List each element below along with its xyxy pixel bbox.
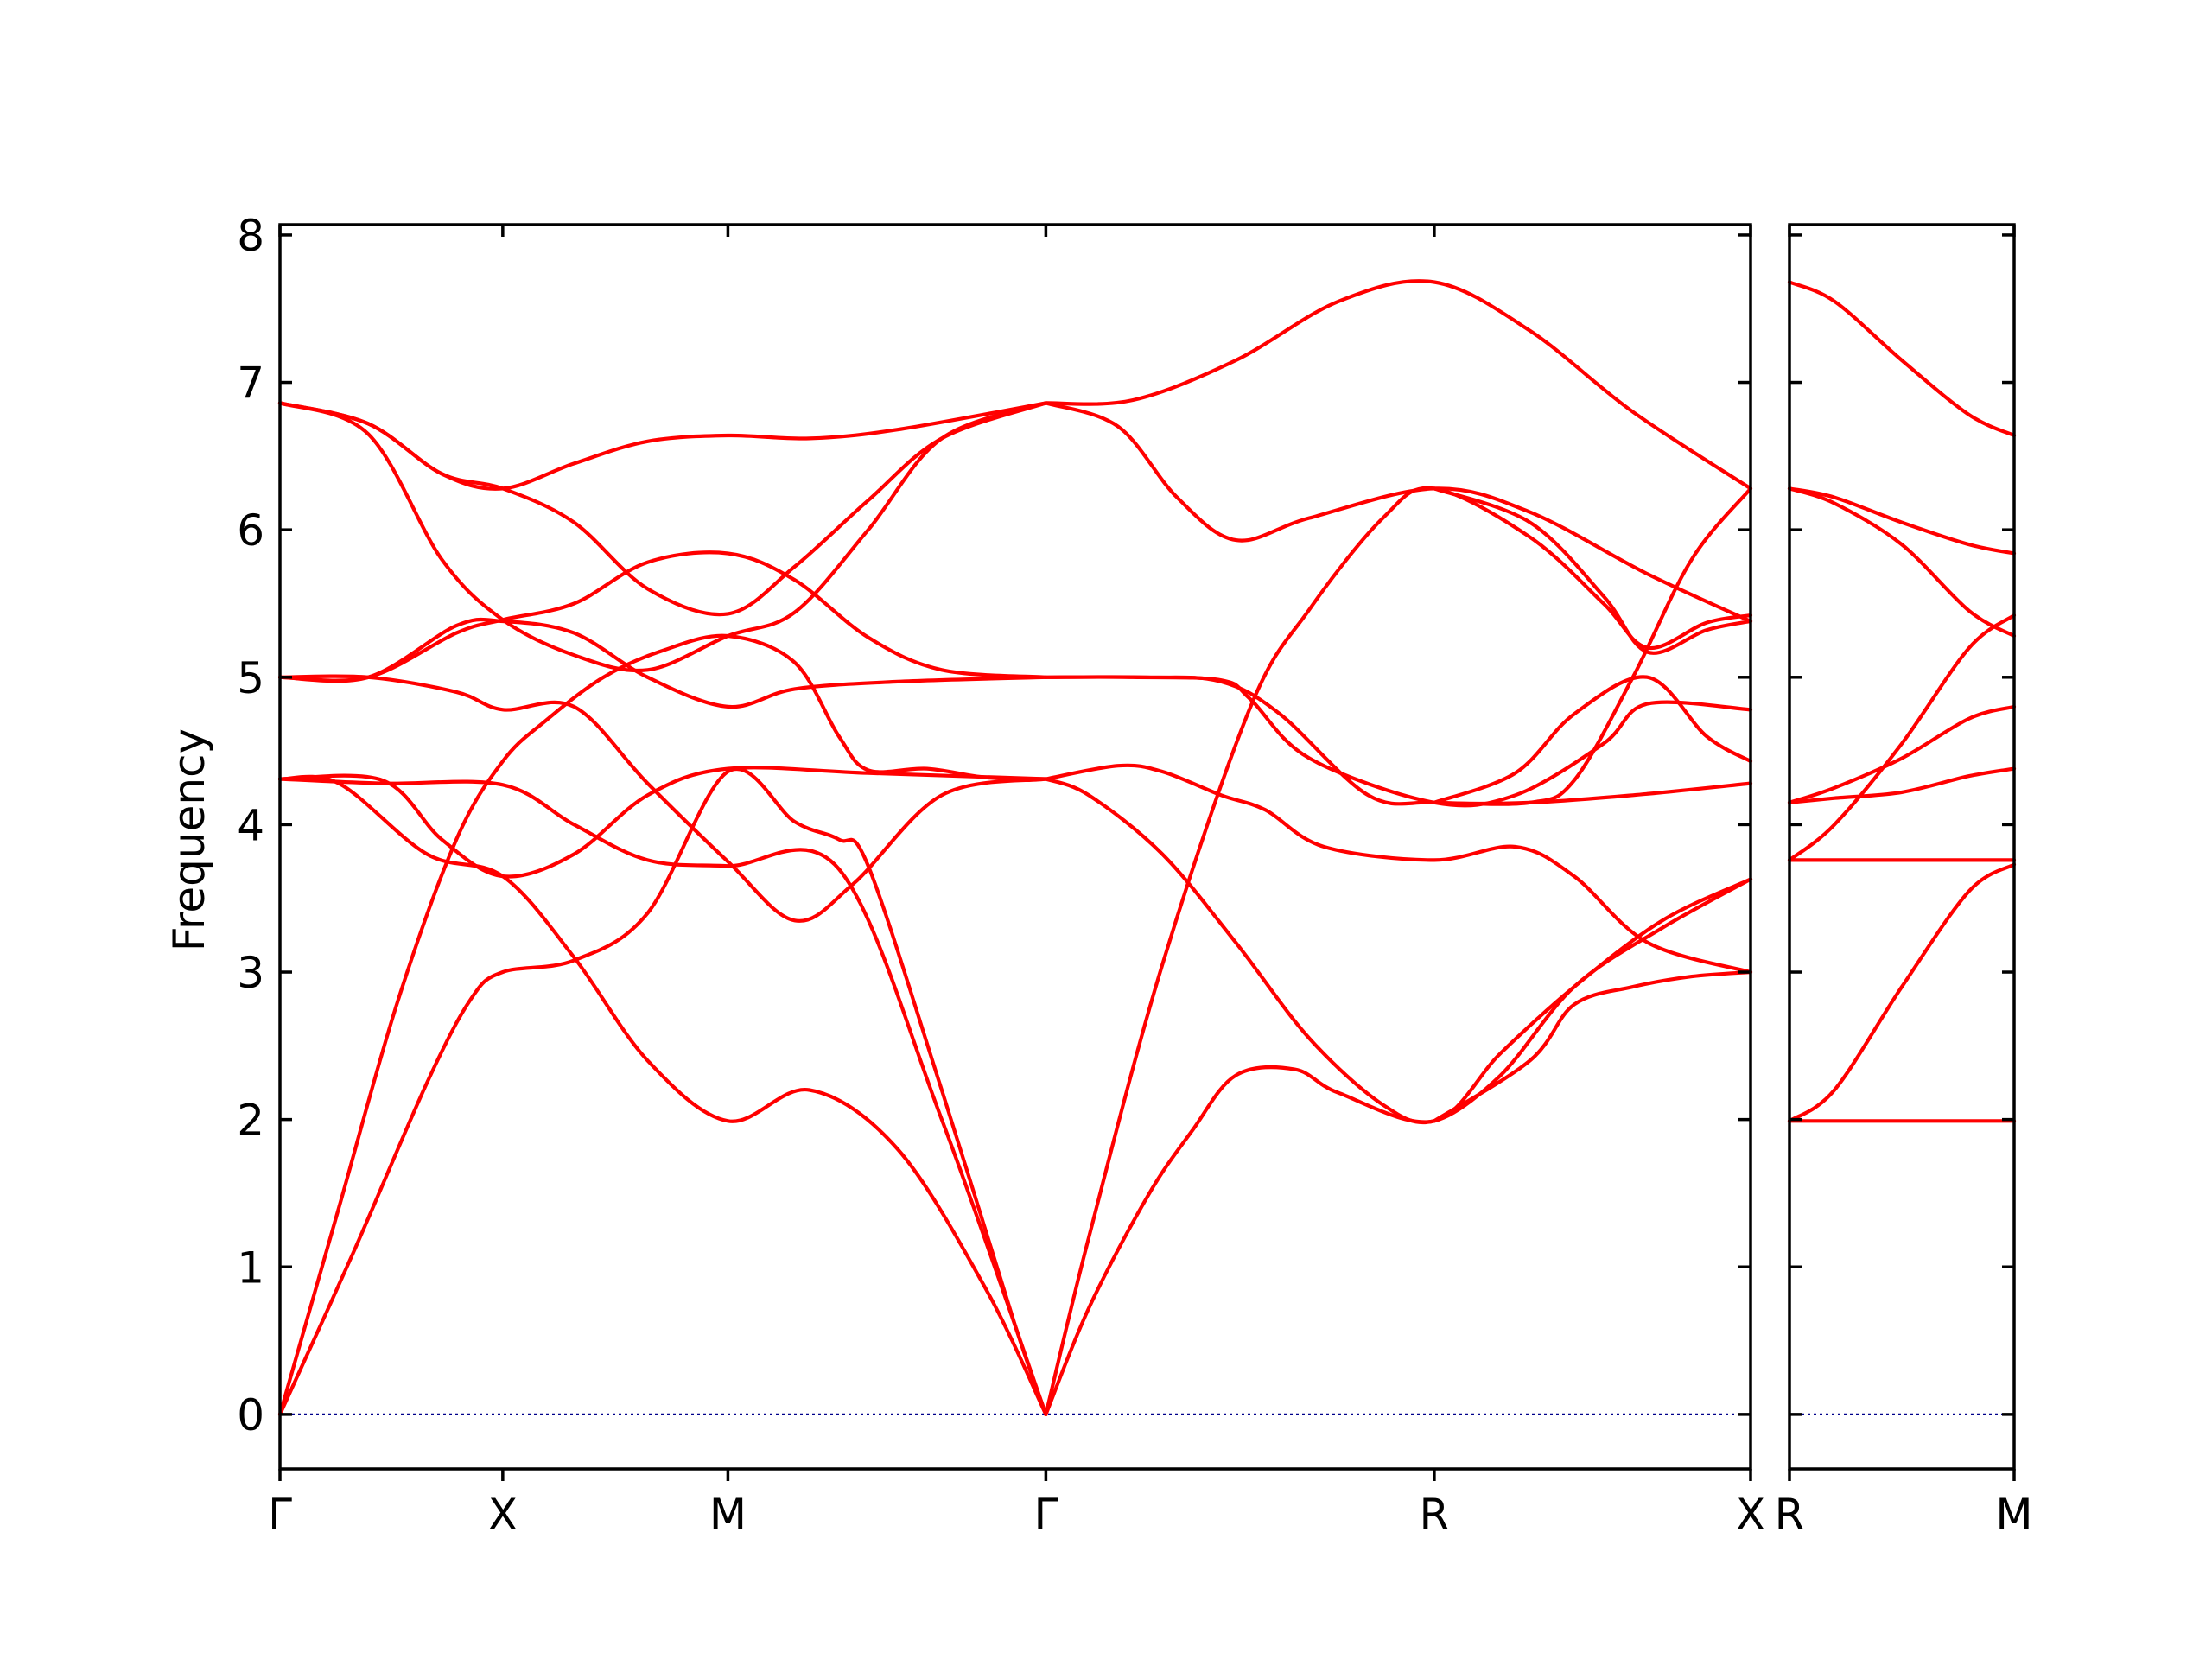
band-line-22 <box>1432 486 1753 806</box>
x-tick-label: M <box>1995 1490 2032 1540</box>
y-tick-label: 4 <box>237 800 264 850</box>
x-tick-label: X <box>1736 1490 1765 1540</box>
band-line-3 <box>1787 486 2017 639</box>
band-line-18 <box>1044 763 1753 975</box>
band-line-2 <box>277 633 1048 1416</box>
x-tick-label: M <box>709 1490 747 1540</box>
band-line-1 <box>277 767 1048 1416</box>
band-line-7 <box>277 401 1048 617</box>
y-tick-label: 8 <box>237 211 264 261</box>
band-line-1 <box>1787 280 2017 438</box>
band-line-14 <box>1044 279 1753 491</box>
y-tick-label: 1 <box>237 1243 264 1293</box>
y-tick-label: 0 <box>237 1390 264 1440</box>
y-axis-label: Frequency <box>164 728 214 951</box>
band-line-10 <box>277 401 1048 491</box>
y-tick-label: 2 <box>237 1096 264 1146</box>
band-line-5 <box>277 674 1048 923</box>
band-line-11 <box>277 766 1048 879</box>
band-line-4 <box>1787 766 2017 804</box>
band-line-12 <box>1044 877 1753 1416</box>
band-line-6 <box>1787 613 2017 862</box>
y-tick-label: 5 <box>237 653 264 703</box>
band-line-21 <box>1432 675 1753 804</box>
x-tick-label: X <box>488 1490 518 1540</box>
band-panel-main: 0 1 2 3 4 5 6 7 8 Γ X M Γ R X <box>237 211 1765 1540</box>
axes-frame <box>278 223 1752 1471</box>
axes-frame <box>1788 223 2016 1471</box>
band-line-8 <box>1787 862 2017 1123</box>
y-tick-label: 7 <box>237 359 264 409</box>
band-line-17 <box>1044 675 1753 806</box>
y-tick-label: 3 <box>237 948 264 998</box>
band-line-9 <box>277 550 1048 683</box>
x-tick-label: R <box>1420 1490 1450 1540</box>
x-tick-label: Γ <box>268 1490 292 1540</box>
band-line-20 <box>1432 486 1753 655</box>
band-line-23 <box>1432 969 1753 1123</box>
band-line-13 <box>1044 486 1753 1416</box>
band-line-3 <box>277 777 1048 1416</box>
x-tick-label: Γ <box>1033 1490 1058 1540</box>
band-line-4 <box>277 774 1048 1416</box>
band-line-15 <box>1044 401 1753 624</box>
band-line-16 <box>1044 675 1753 808</box>
y-tick-label: 6 <box>237 505 264 556</box>
x-tick-label: R <box>1775 1490 1805 1540</box>
band-line-8 <box>277 401 1048 673</box>
band-line-6 <box>277 617 1048 709</box>
band-line-5 <box>1787 704 2017 804</box>
band-line-2 <box>1787 486 2017 556</box>
band-line-19 <box>1044 777 1753 1125</box>
